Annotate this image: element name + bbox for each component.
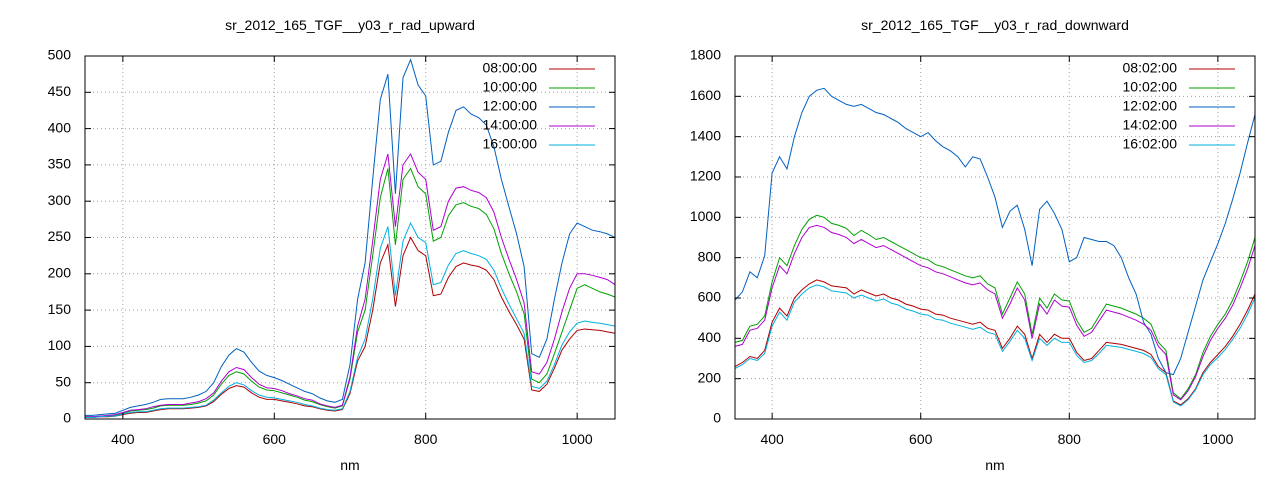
y-tick-label: 350	[48, 156, 72, 172]
series-line	[734, 279, 1256, 406]
y-tick-label: 100	[48, 337, 72, 353]
legend-label: 14:00:00	[483, 117, 538, 133]
x-tick-label: 600	[263, 431, 287, 447]
legend-label: 12:00:00	[483, 98, 538, 114]
series-line	[734, 87, 1256, 376]
series-line	[734, 224, 1256, 401]
y-tick-label: 1600	[690, 87, 721, 103]
chart-upward: sr_2012_165_TGF__y03_r_rad_upward nm 0 50…	[48, 17, 616, 473]
x-tick-label: 400	[760, 431, 784, 447]
y-tick-label: 250	[48, 228, 72, 244]
series-line	[85, 236, 616, 418]
legend-label: 10:00:00	[483, 79, 538, 95]
y-tick-label: 1400	[690, 127, 721, 143]
legend-label: 12:02:00	[1123, 98, 1178, 114]
y-tick-label: 400	[48, 119, 72, 135]
chart-title: sr_2012_165_TGF__y03_r_rad_upward	[225, 17, 475, 33]
x-tick-label: 1000	[562, 431, 593, 447]
series-line	[85, 167, 616, 418]
series-line	[734, 284, 1256, 407]
x-tick-label: 1000	[1202, 431, 1233, 447]
y-tick-label: 0	[713, 410, 721, 426]
series-line	[85, 152, 616, 418]
y-tick-label: 450	[48, 83, 72, 99]
legend-label: 10:02:00	[1123, 79, 1178, 95]
y-tick-label: 200	[48, 265, 72, 281]
legend-label: 08:02:00	[1123, 60, 1178, 76]
series-line	[85, 58, 616, 416]
x-tick-label: 800	[1058, 431, 1082, 447]
legend-label: 14:02:00	[1123, 117, 1178, 133]
series-line	[734, 214, 1256, 400]
y-tick-label: 600	[698, 289, 722, 305]
y-tick-label: 800	[698, 248, 722, 264]
chart-title: sr_2012_165_TGF__y03_r_rad_downward	[861, 17, 1129, 33]
legend-label: 16:02:00	[1123, 136, 1178, 152]
y-tick-label: 1000	[690, 208, 721, 224]
x-axis-label: nm	[340, 457, 359, 473]
x-tick-label: 600	[909, 431, 933, 447]
chart-downward: sr_2012_165_TGF__y03_r_rad_downward nm 0…	[690, 17, 1256, 473]
y-tick-label: 500	[48, 47, 72, 63]
y-tick-label: 0	[63, 410, 71, 426]
y-tick-label: 300	[48, 192, 72, 208]
series-line	[85, 221, 616, 418]
y-tick-label: 400	[698, 329, 722, 345]
x-axis-label: nm	[985, 457, 1004, 473]
y-tick-label: 200	[698, 369, 722, 385]
legend-label: 08:00:00	[483, 60, 538, 76]
x-tick-label: 800	[414, 431, 438, 447]
y-tick-label: 150	[48, 301, 72, 317]
legend-label: 16:00:00	[483, 136, 538, 152]
y-tick-label: 1800	[690, 47, 721, 63]
y-tick-label: 50	[55, 373, 71, 389]
plot-frame	[734, 55, 1256, 420]
y-tick-label: 1200	[690, 168, 721, 184]
x-tick-label: 400	[111, 431, 135, 447]
